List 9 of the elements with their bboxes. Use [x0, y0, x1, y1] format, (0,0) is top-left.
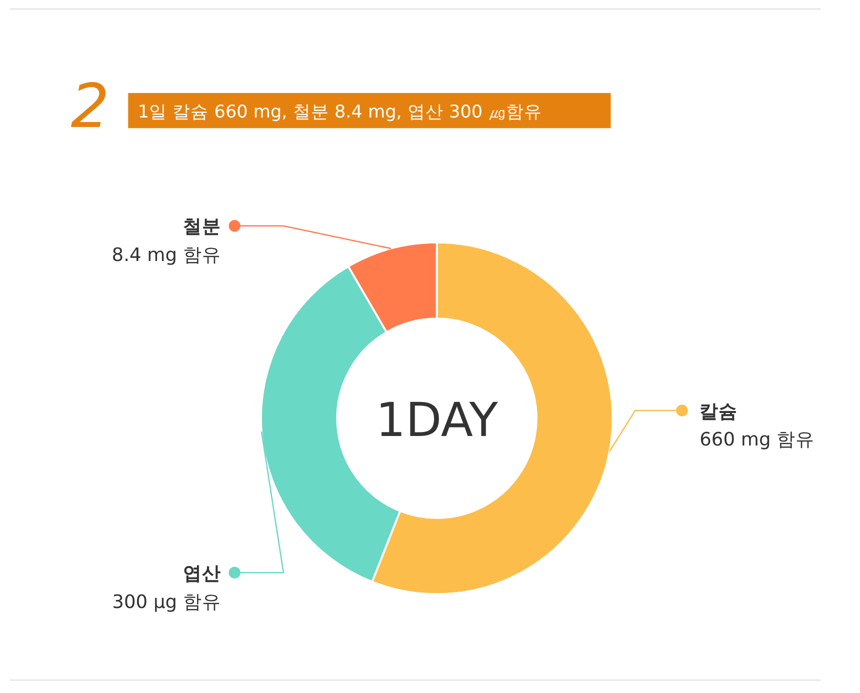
text: 1DAY [376, 392, 498, 448]
slice-label: 칼슘 [700, 401, 738, 422]
text: 2 [70, 72, 110, 142]
text: 8.4 mg 함유 [112, 245, 221, 266]
chart-title: 1일 칼슘 660 mg, 철분 8.4 mg, 엽산 300 ㎍함유 [138, 102, 542, 122]
text: 300 µg 함유 [112, 592, 221, 613]
legend-label: 엽산 [182, 563, 221, 584]
text: 660 mg 함유 [700, 430, 815, 451]
legend-label: 철분 [182, 216, 221, 238]
